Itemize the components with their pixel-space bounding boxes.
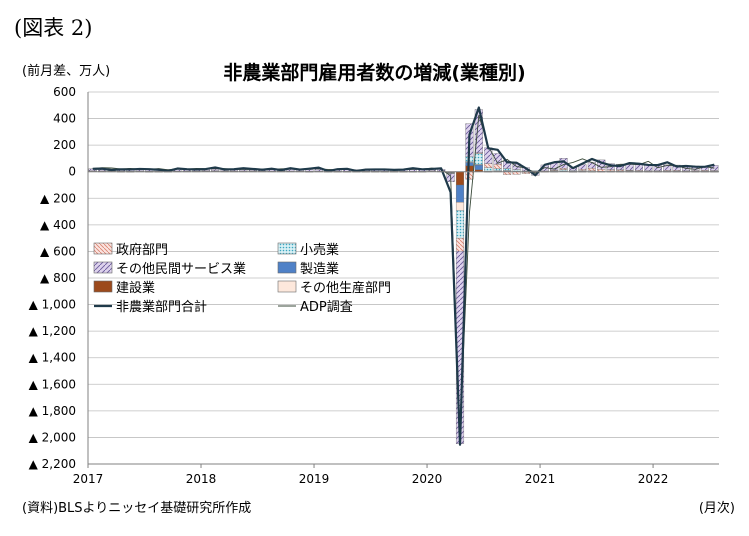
x-tick-label: 2017 [73,472,104,486]
bar-segment [597,169,606,172]
legend-swatch [93,280,113,293]
y-tick-label: 0 [68,165,76,179]
legend-label: 政府部門 [116,243,168,258]
legend-swatch [277,242,297,255]
bar-segment [455,237,465,252]
legend-label: 建設業 [116,280,155,296]
bar-segment [606,169,615,172]
bar-segment [663,164,672,171]
legend-label: その他生産部門 [300,280,391,296]
legend-swatch [93,261,113,274]
source-note: (資料)BLSよりニッセイ基礎研究所作成 [22,501,252,516]
bar-segment [455,184,465,203]
gridlines [88,91,719,465]
y-tick-label: ▲ 800 [40,271,76,285]
y-tick-label: ▲ 600 [40,244,76,258]
series-line [92,106,715,446]
y-tick-label: 600 [53,85,76,99]
bar-segment [559,168,568,170]
legend-swatch [277,280,297,293]
y-tick-label: ▲ 400 [40,218,76,232]
bar-segment [644,165,653,171]
bar-segment [559,169,568,172]
y-tick-label: ▲ 1,400 [29,351,76,365]
y-tick-label: 200 [53,138,76,152]
x-tick-label: 2021 [525,472,556,486]
bar-segment [286,169,295,172]
y-tick-label: ▲ 1,600 [29,377,76,391]
bar-segment [455,210,465,239]
legend-swatch [277,261,297,274]
legend-label: ADP調査 [300,300,353,315]
bar-segment [587,167,596,171]
x-tick-label: 2019 [299,472,330,486]
y-tick-label: ▲ 1,800 [29,404,76,418]
y-tick-label: ▲ 1,200 [29,324,76,338]
bar-segment [521,172,530,174]
chart-title: 非農業部門雇用者数の増減(業種別) [223,62,526,84]
y-unit-label: (前月差、万人) [22,64,111,79]
x-tick-label: 2020 [412,472,443,486]
y-tick-label: ▲ 200 [40,191,76,205]
legend-swatch [93,242,113,255]
legend-label: 製造業 [300,261,339,277]
bar-segment [493,153,502,165]
bar-segment [484,147,493,164]
bar-segment [455,202,465,211]
x-unit-label: (月次) [698,501,735,516]
bar-segment [503,168,512,171]
legend-label: その他民間サービス業 [116,261,246,277]
line-layer [92,106,715,446]
bar-segment [493,163,502,169]
y-tick-label: ▲ 1,000 [29,298,76,312]
x-tick-label: 2018 [186,472,217,486]
legend-label: 非農業部門合計 [116,299,207,315]
legend-label: 小売業 [300,242,339,258]
bar-segment [634,164,643,171]
y-tick-label: ▲ 2,200 [29,457,76,471]
y-tick-label: 400 [53,112,76,126]
y-tick-label: ▲ 2,000 [29,430,76,444]
bar-segment [484,163,493,168]
bar-segment [493,168,502,171]
figure-label: (図表 2) [14,16,93,40]
bar-segment [512,169,521,172]
x-tick-label: 2022 [638,472,669,486]
bar-segment [474,164,483,170]
bar-segment [474,153,483,165]
axes: 600 400 200 0 ▲ 200 ▲ 400 ▲ 600 ▲ 800 ▲ 1,000 ▲ 1… [29,85,719,486]
bar-segment [484,167,493,172]
bar-segment [578,169,587,171]
bar-segment [465,171,474,180]
bar-segment [211,169,220,171]
bar-segment [455,171,465,186]
